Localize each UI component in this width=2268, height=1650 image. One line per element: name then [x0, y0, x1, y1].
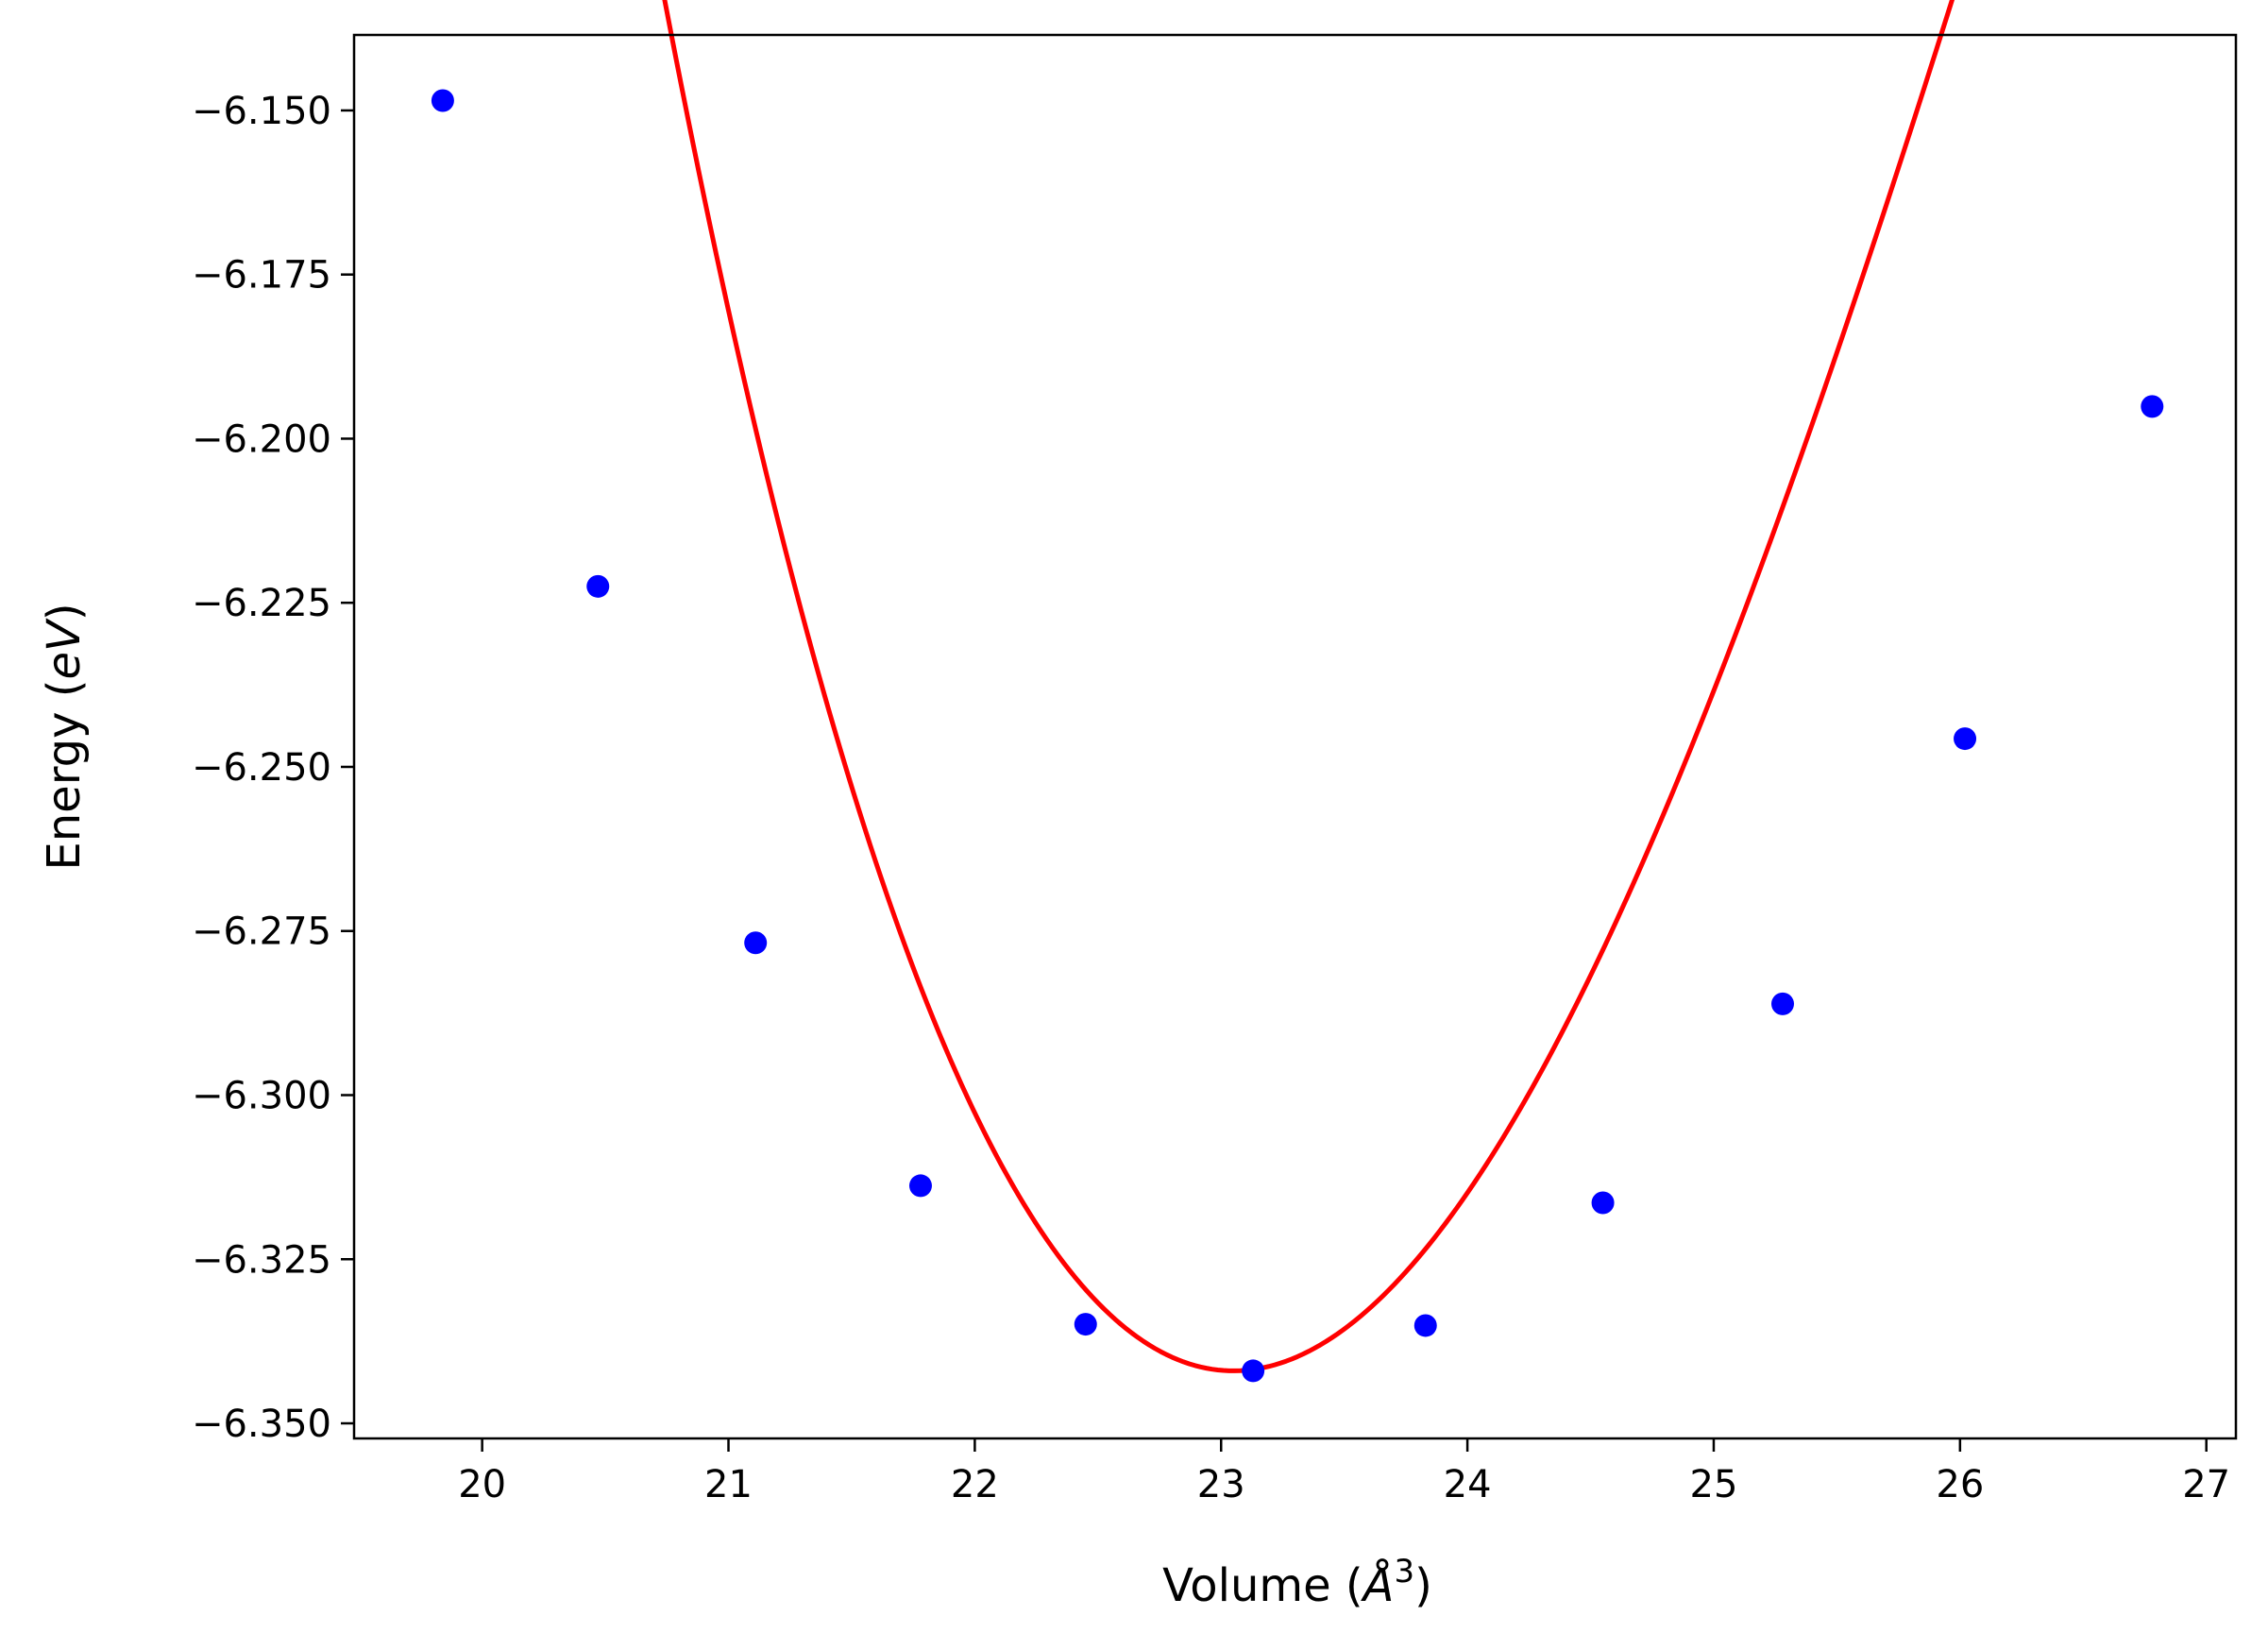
x-tick-label: 23 [1197, 1463, 1245, 1506]
y-tick-label: −6.350 [192, 1403, 331, 1446]
x-tick-label: 25 [1690, 1463, 1738, 1506]
fit-curve [662, 0, 1955, 1373]
data-point [744, 931, 768, 955]
x-tick-label: 22 [951, 1463, 999, 1506]
y-tick-label: −6.150 [192, 90, 331, 133]
x-tick-label: 21 [704, 1463, 753, 1506]
data-point [431, 89, 454, 112]
x-tick-label: 24 [1444, 1463, 1492, 1506]
plot-area [431, 0, 2164, 1383]
x-tick-label: 27 [2182, 1463, 2230, 1506]
y-tick-label: −6.325 [192, 1238, 331, 1282]
y-tick-label: −6.175 [192, 254, 331, 298]
data-point [908, 1174, 932, 1198]
y-tick-label: −6.275 [192, 910, 331, 954]
data-point [1954, 727, 1977, 751]
data-point [1771, 992, 1795, 1015]
x-tick-label: 26 [1936, 1463, 1984, 1506]
x-tick-label: 20 [458, 1463, 506, 1506]
x-axis-label: Volume (Å3) [1162, 1553, 1432, 1612]
data-point [1413, 1314, 1437, 1337]
data-point [1591, 1191, 1615, 1215]
data-point [1242, 1359, 1265, 1383]
y-tick-label: −6.300 [192, 1074, 331, 1117]
y-tick-label: −6.200 [192, 417, 331, 461]
y-tick-label: −6.250 [192, 746, 331, 790]
axes-frame [352, 33, 2238, 1440]
y-tick-label: −6.225 [192, 582, 331, 625]
data-point [586, 574, 610, 598]
data-point [1074, 1313, 1097, 1336]
y-axis-label: Energy (eV) [38, 603, 91, 870]
data-point [2141, 395, 2164, 418]
axes-ticks: 20 21 22 23 24 25 26 27 −6.150 −6.175 −6.200 −6.225… [192, 90, 2230, 1506]
